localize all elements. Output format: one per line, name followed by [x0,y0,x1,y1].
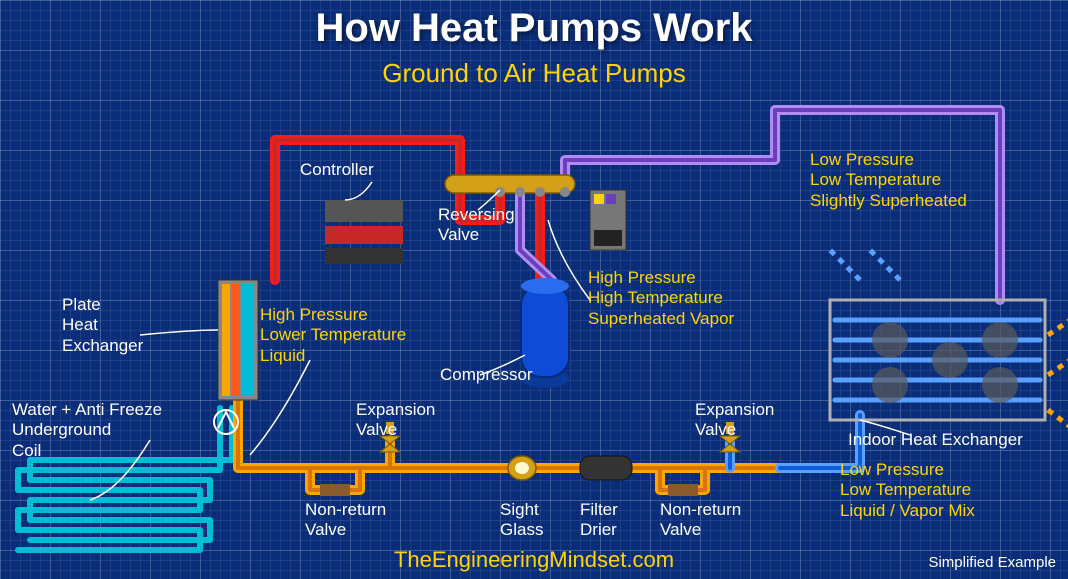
page-title: How Heat Pumps Work [315,6,752,51]
non-return-right [668,484,698,496]
simplified-note: Simplified Example [928,554,1056,571]
label-filter-drier: Filter Drier [580,500,618,541]
label-nonreturn-right: Non-return Valve [660,500,741,541]
label-reversing-valve: Reversing Valve [438,205,515,246]
label-sight-glass: Sight Glass [500,500,543,541]
junction-panel [590,190,626,250]
reversing-valve [445,175,575,197]
label-hp-lower-temp: High Pressure Lower Temperature Liquid [260,305,406,366]
pump [214,410,238,434]
controller [318,195,410,267]
label-nonreturn-left: Non-return Valve [305,500,386,541]
plate-heat-exchanger [218,280,258,400]
label-expansion-right: Expansion Valve [695,400,774,441]
label-lp-liquid-vapor: Low Pressure Low Temperature Liquid / Va… [840,460,975,521]
indoor-heat-exchanger [830,250,1068,438]
sight-glass [508,456,536,480]
footer-url: TheEngineeringMindset.com [394,547,674,573]
label-indoor-hx: Indoor Heat Exchanger [848,430,1023,450]
page-subtitle: Ground to Air Heat Pumps [382,58,685,89]
label-compressor: Compressor [440,365,533,385]
non-return-left [320,484,350,496]
label-controller: Controller [300,160,374,180]
filter-drier [580,456,632,480]
label-hp-high-temp: High Pressure High Temperature Superheat… [588,268,734,329]
label-lp-superheated: Low Pressure Low Temperature Slightly Su… [810,150,967,211]
label-plate-heat-exchanger: Plate Heat Exchanger [62,295,143,356]
label-expansion-left: Expansion Valve [356,400,435,441]
label-water-antifreeze: Water + Anti Freeze Underground Coil [12,400,162,461]
